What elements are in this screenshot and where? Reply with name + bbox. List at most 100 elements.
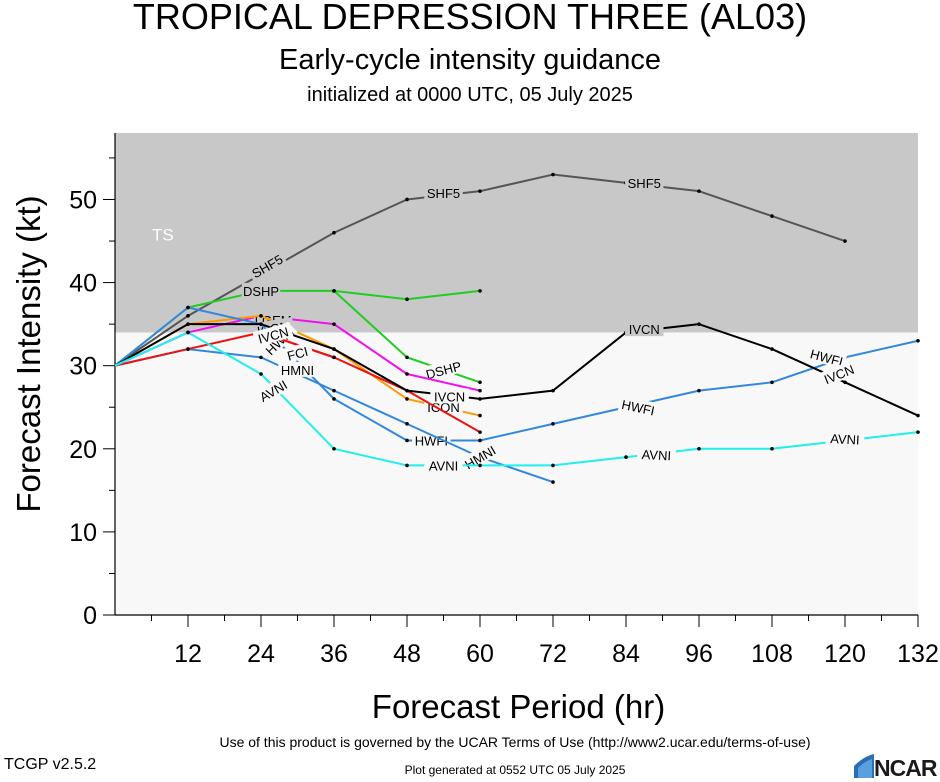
data-point-dshp: [478, 289, 482, 293]
data-point-hwfi: [478, 430, 482, 434]
data-point-fci: [332, 355, 336, 360]
series-label-avni: AVNI: [636, 445, 677, 463]
series-label-text: HWFI: [620, 397, 656, 419]
series-label-text: DSHP: [243, 284, 279, 299]
ts-band-label: TS: [152, 226, 174, 245]
series-label-hmni: HMNI: [278, 361, 317, 378]
series-label-bg: [617, 395, 659, 419]
series-label-bg: [252, 322, 294, 347]
data-point-avni: [916, 430, 920, 434]
ncar-logo-text: NCAR: [874, 755, 937, 781]
series-label-shf5: SHF5: [424, 184, 463, 201]
data-point-hmni: [551, 480, 555, 484]
y-tick-label: 20: [69, 436, 97, 464]
series-label-bg: [825, 429, 865, 447]
x-tick-label: 72: [539, 640, 567, 668]
y-axis-title: Forecast Intensity (kt): [10, 195, 47, 512]
series-line-ivcn: [114, 323, 919, 417]
data-point-dshp: [405, 297, 409, 302]
x-tick-label: 12: [174, 640, 202, 668]
data-point-lgem: [332, 322, 336, 326]
series-label-bg: [625, 174, 664, 190]
data-point-ivcn: [916, 413, 920, 418]
ts-band: [115, 133, 918, 333]
x-tick-label: 84: [612, 640, 640, 668]
initialization-time: initialized at 0000 UTC, 05 July 2025: [307, 84, 633, 106]
data-point-avni: [770, 446, 774, 451]
series-label-hwfi: HWFI: [617, 395, 659, 419]
data-point-dshp: [405, 355, 409, 360]
data-point-shf5: [697, 189, 701, 193]
x-tick-label: 60: [466, 640, 494, 668]
plot-generated-time: Plot generated at 0552 UTC 05 July 2025: [404, 763, 626, 777]
series-label-shf5: SHF5: [625, 174, 664, 191]
terms-of-use-notice: Use of this product is governed by the U…: [219, 734, 811, 750]
data-point-ivcn: [332, 347, 336, 351]
data-point-icon: [259, 314, 263, 318]
data-point-icon: [478, 413, 482, 418]
chart-subtitle: Early-cycle intensity guidance: [278, 44, 661, 76]
series-label-bg: [818, 359, 860, 388]
data-point-lgem: [478, 388, 482, 393]
data-point-hwfi: [186, 305, 190, 310]
series-label-bg: [625, 321, 664, 337]
data-point-ivcn: [697, 322, 701, 326]
series-line-hwfi: [114, 306, 919, 442]
ncar-logo-icon: [854, 754, 874, 778]
series-label-text: SHF5: [427, 186, 460, 201]
data-point-ivcn: [770, 347, 774, 351]
series-label-text: HWFI: [415, 433, 448, 448]
data-point-avni: [405, 463, 409, 468]
data-point-hwfi: [551, 422, 555, 426]
data-point-shf5: [551, 172, 555, 177]
data-point-hwfi: [186, 347, 190, 351]
data-point-hwfi: [697, 388, 701, 393]
data-point-avni: [259, 372, 263, 376]
series-label-bg: [246, 249, 288, 282]
series-label-bg: [430, 388, 469, 404]
data-point-hmni: [405, 422, 409, 426]
x-tick-label: 120: [824, 640, 866, 668]
x-tick-label: 132: [897, 640, 939, 668]
series-label-ivcn: IVCN: [625, 321, 664, 337]
data-point-hmni: [332, 388, 336, 393]
series-label-text: IVCN: [629, 322, 660, 337]
series-label-text: ICON: [427, 400, 460, 415]
data-point-ivcn: [259, 322, 263, 326]
version-label: TCGP v2.5.2: [4, 756, 97, 773]
data-point-avni: [186, 330, 190, 335]
data-point-avni: [551, 463, 555, 468]
series-line-avni: [114, 331, 919, 467]
x-tick-label: 96: [685, 640, 713, 668]
data-point-shf5: [332, 230, 336, 235]
data-point-ivcn: [551, 388, 555, 393]
data-point-shf5: [843, 239, 847, 243]
data-point-avni: [624, 455, 628, 459]
y-tick-label: 50: [69, 186, 97, 214]
data-point-dshp: [332, 289, 336, 293]
series-label-avni: AVNI: [825, 429, 865, 448]
data-point-hwfi: [916, 338, 920, 343]
series-label-bg: [412, 432, 451, 448]
data-point-hwfi: [332, 397, 336, 401]
ncar-logo: NCAR: [852, 752, 940, 781]
data-point-shf5: [770, 214, 774, 218]
chart-title: TROPICAL DEPRESSION THREE (AL03): [132, 0, 808, 37]
series-label-bg: [806, 344, 848, 370]
series-label-text: IVCN: [434, 389, 465, 404]
series-label-bg: [281, 341, 314, 364]
data-point-hwfi: [770, 380, 774, 385]
data-point-icon: [405, 397, 409, 401]
data-point-hwfi: [478, 438, 482, 443]
x-tick-label: 48: [393, 640, 421, 668]
data-point-ivcn: [843, 380, 847, 385]
series-label-bg: [278, 361, 317, 377]
y-tick-label: 40: [69, 270, 97, 298]
data-point-avni: [697, 446, 701, 451]
data-point-hwfi: [405, 438, 409, 443]
data-point-shf5: [186, 314, 190, 318]
x-tick-label: 36: [320, 640, 348, 668]
series-label-bg: [424, 457, 463, 473]
series-group: SHF5SHF5SHF5DSHPDSHPLGEMICONICONHWFIHWFI…: [114, 172, 920, 484]
